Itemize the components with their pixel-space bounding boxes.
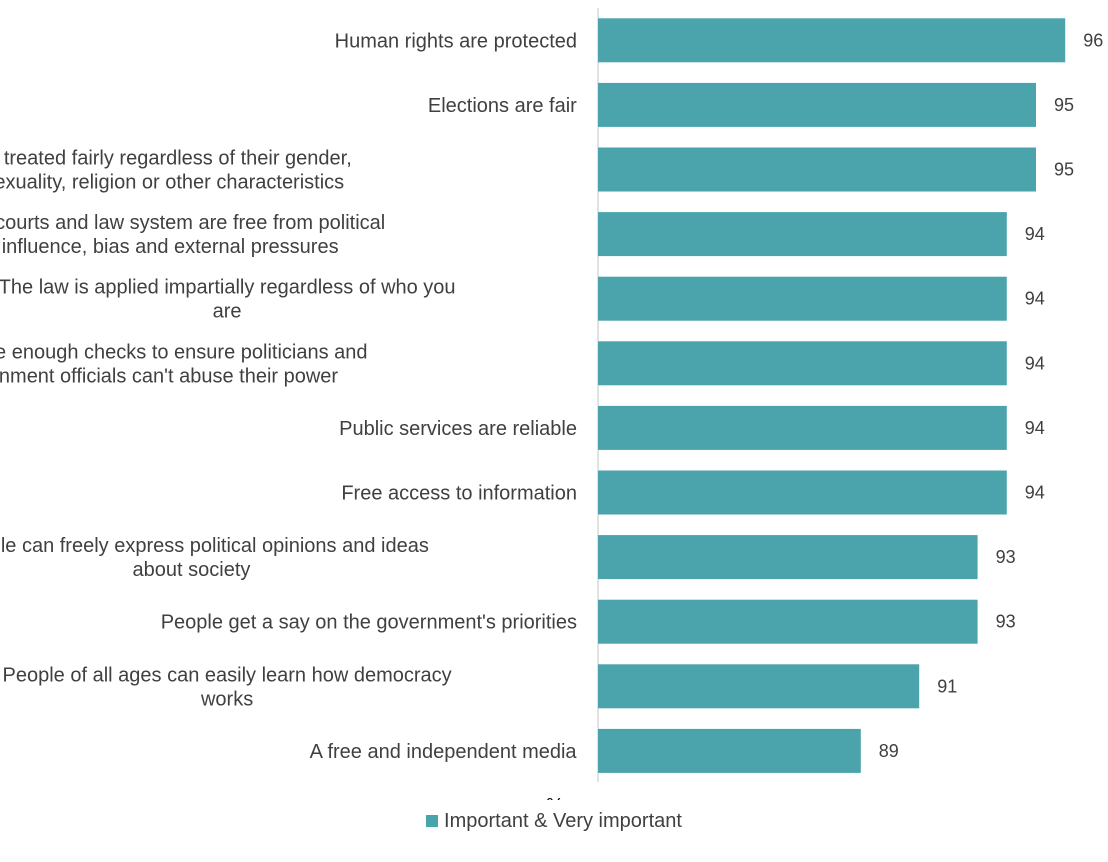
value-label-7: 94 (1025, 418, 1045, 438)
category-label-11: People of all ages can easily learn how … (3, 664, 452, 710)
value-label-2: 95 (1054, 95, 1074, 115)
bar-2 (598, 82, 1036, 127)
value-label-12: 89 (879, 741, 899, 761)
value-label-11: 91 (937, 676, 957, 696)
category-label-5: The law is applied impartially regardles… (0, 277, 456, 323)
category-label-7: Public services are reliable (339, 418, 577, 440)
bar-11 (598, 664, 920, 709)
bar-5 (598, 276, 1007, 321)
bar-3 (598, 147, 1036, 192)
value-label-5: 94 (1025, 289, 1045, 309)
category-label-1: Human rights are protected (335, 30, 577, 52)
category-label-12: A free and independent media (310, 741, 578, 763)
bar-4 (598, 212, 1007, 257)
bar-8 (598, 470, 1007, 515)
category-label-2: Elections are fair (428, 95, 577, 117)
category-label-3: Everyone is treated fairly regardless of… (0, 148, 352, 194)
value-labels-group: 96 95 95 94 94 94 94 94 93 93 91 89 (879, 30, 1103, 761)
value-label-9: 93 (996, 547, 1016, 567)
value-label-10: 93 (996, 612, 1016, 632)
bar-9 (598, 535, 978, 580)
value-label-1: 96 (1083, 30, 1103, 50)
value-label-4: 94 (1025, 224, 1045, 244)
value-label-3: 95 (1054, 160, 1074, 180)
bar-7 (598, 405, 1007, 450)
axis-unit-label: % (546, 795, 564, 800)
category-label-9: People can freely express political opin… (0, 535, 429, 581)
category-label-10: People get a say on the government's pri… (161, 612, 577, 634)
category-labels-group: Human rights are protected Elections are … (0, 30, 577, 763)
bar-10 (598, 599, 978, 644)
bar-6 (598, 341, 1007, 386)
category-label-6: There are enough checks to ensure politi… (0, 341, 368, 387)
value-label-8: 94 (1025, 483, 1045, 503)
legend-swatch (426, 815, 439, 827)
bar-12 (598, 728, 861, 773)
legend-label: Important & Very important (444, 810, 682, 832)
legend: Important & Very important (0, 810, 1108, 833)
value-label-6: 94 (1025, 353, 1045, 373)
bar-1 (598, 18, 1066, 63)
category-label-4: The courts and law system are free from … (0, 212, 385, 258)
bar-chart: Human rights are protected Elections are … (0, 8, 1103, 800)
category-label-8: Free access to information (341, 483, 577, 505)
bars-group (598, 18, 1066, 773)
